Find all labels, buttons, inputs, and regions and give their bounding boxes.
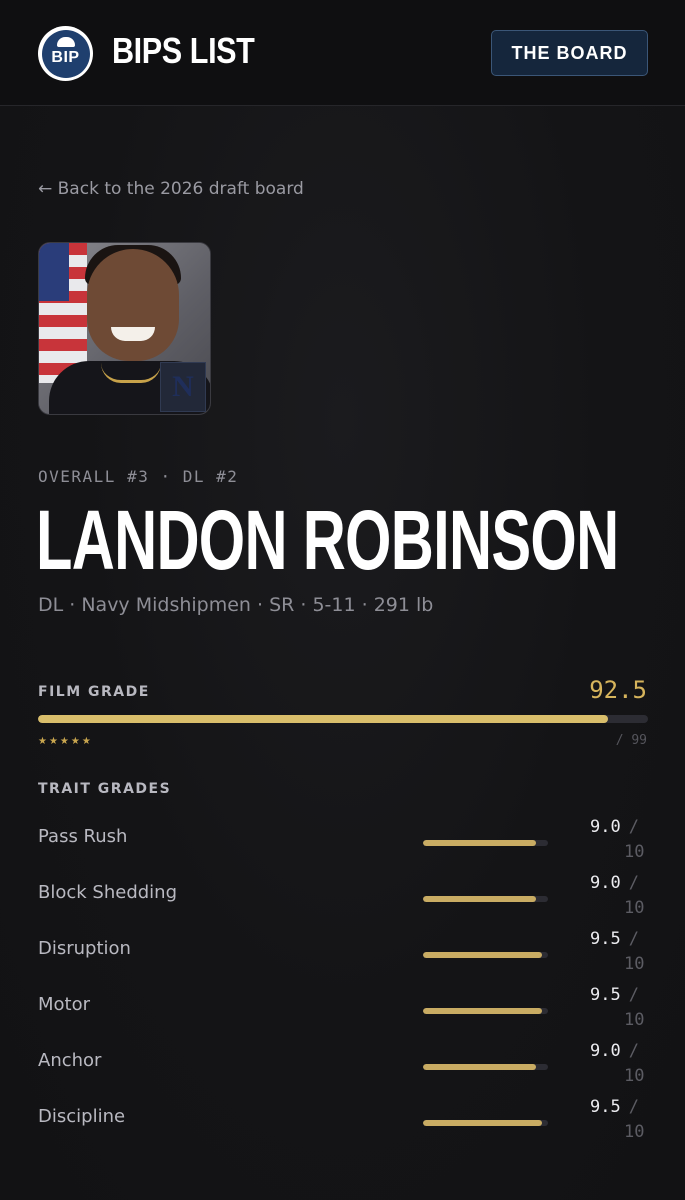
player-head [87,249,179,361]
trait-score: 9.0 / [590,873,639,893]
trait-score-max: 10 [624,1122,645,1142]
film-grade-bar-fill [38,715,608,723]
trait-bar-fill [423,1064,536,1070]
trait-row: Discipline 9.5 / 10 [38,1097,648,1162]
trait-name: Block Shedding [38,882,177,903]
film-grade-label: FILM GRADE [38,684,150,700]
trait-bar-fill [423,896,536,902]
film-grade-max: / 99 [615,733,647,748]
trait-row: Block Shedding 9.0 / 10 [38,873,648,938]
trait-row: Anchor 9.0 / 10 [38,1041,648,1106]
trait-bar [423,952,548,958]
player-smile [111,327,155,341]
trait-score-value: 9.0 [590,873,621,893]
back-to-draft-board-link[interactable]: ← Back to the 2026 draft board [38,179,304,199]
the-board-button[interactable]: THE BOARD [491,30,648,76]
trait-score-slash: / [628,1041,639,1061]
trait-score-max: 10 [624,1010,645,1030]
trait-score-max: 10 [624,842,645,862]
trait-bar [423,1064,548,1070]
trait-bar-fill [423,840,536,846]
trait-score-max: 10 [624,954,645,974]
site-header: BIP BIPS LIST THE BOARD [0,0,685,106]
trait-score-value: 9.5 [590,985,621,1005]
trait-name: Anchor [38,1050,102,1071]
trait-bar [423,896,548,902]
trait-row: Disruption 9.5 / 10 [38,929,648,994]
trait-score-slash: / [628,985,639,1005]
trait-score: 9.0 / [590,1041,639,1061]
trait-bar [423,1008,548,1014]
trait-row: Motor 9.5 / 10 [38,985,648,1050]
trait-score: 9.5 / [590,1097,639,1117]
film-grade-bar [38,715,648,723]
player-meta: DL · Navy Midshipmen · SR · 5-11 · 291 l… [38,594,434,616]
trait-grades-label: TRAIT GRADES [38,781,172,797]
trait-score: 9.0 / [590,817,639,837]
uniform-collar [101,363,161,383]
navy-team-logo: N [160,362,206,412]
trait-bar [423,1120,548,1126]
bip-logo[interactable]: BIP [38,26,93,81]
site-brand-title[interactable]: BIPS LIST [112,30,255,71]
trait-name: Discipline [38,1106,126,1127]
trait-score-max: 10 [624,1066,645,1086]
trait-bar-fill [423,1008,542,1014]
trait-score: 9.5 / [590,985,639,1005]
trait-score-slash: / [628,929,639,949]
trait-bar-fill [423,1120,542,1126]
trait-name: Pass Rush [38,826,128,847]
trait-score-slash: / [628,873,639,893]
flag-canton [39,243,69,301]
trait-name: Disruption [38,938,131,959]
trait-row: Pass Rush 9.0 / 10 [38,817,648,882]
film-grade-value: 92.5 [589,676,647,704]
logo-text: BIP [51,48,80,66]
trait-score-value: 9.0 [590,817,621,837]
trait-score-max: 10 [624,898,645,918]
player-photo: N [38,242,211,415]
player-rank-line: OVERALL #3 · DL #2 [38,467,239,486]
player-name: LANDON ROBINSON [36,493,619,587]
trait-score-slash: / [628,1097,639,1117]
bird-icon [56,36,75,47]
trait-name: Motor [38,994,91,1015]
star-rating: ★★★★★ [38,736,93,747]
trait-score: 9.5 / [590,929,639,949]
logo-badge: BIP [41,29,90,78]
trait-score-value: 9.5 [590,929,621,949]
trait-score-slash: / [628,817,639,837]
trait-score-value: 9.5 [590,1097,621,1117]
trait-bar [423,840,548,846]
trait-score-value: 9.0 [590,1041,621,1061]
trait-bar-fill [423,952,542,958]
